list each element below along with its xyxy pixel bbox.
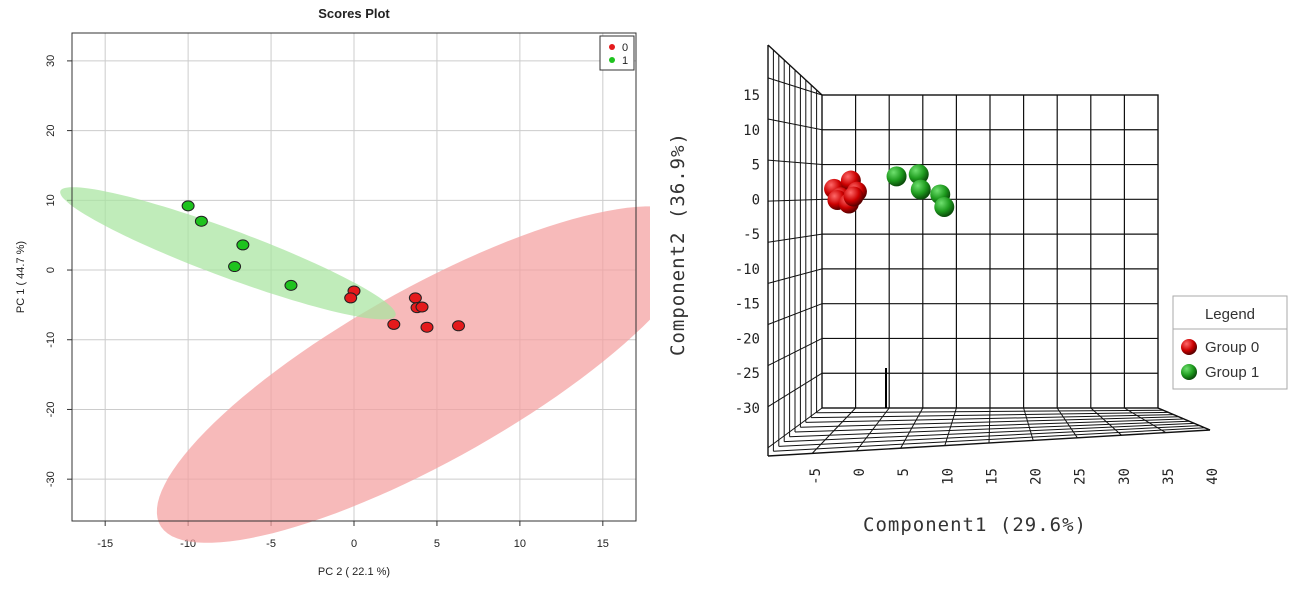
x-tick-label: 35: [1161, 468, 1177, 485]
y-tick-label: -15: [735, 297, 760, 313]
left-wall-horizontal-gridline: [767, 407, 823, 449]
data-point-group-1: [181, 200, 195, 212]
y-axis-title: Component2 (36.9%): [667, 132, 689, 356]
pca-2d-scores-plot: Scores Plot -15 -10 -5 0 5 10 15 30 20 10 0 -10 -20 -3…: [0, 0, 701, 590]
legend-title: Legend: [1205, 306, 1255, 323]
left-wall-horizontal-gridline: [767, 337, 823, 367]
data-point-group-1: [284, 279, 298, 291]
y-axis-title: PC 1 ( 44.7 %): [15, 241, 27, 313]
data-point-group-0: [843, 186, 864, 207]
x-tick-label: 0: [351, 538, 357, 550]
y-tick-label: 0: [752, 192, 760, 208]
x-axis-title: Component1 (29.6%): [863, 514, 1087, 536]
legend-box: [599, 35, 635, 71]
data-point-group-1: [910, 179, 931, 200]
legend-marker-group-1: [609, 57, 615, 63]
data-point-group-1: [934, 196, 955, 217]
x-tick-label: 10: [940, 468, 956, 485]
floor-width-gridline: [784, 422, 1195, 443]
confidence-ellipse-group-1: [60, 187, 396, 320]
floor-width-gridline: [773, 427, 1205, 452]
y-tick-label: 10: [45, 194, 57, 206]
x-tick-label: 15: [597, 538, 609, 550]
x-tick-label: -15: [97, 538, 113, 550]
left-wall-horizontal-gridline: [767, 198, 823, 202]
floor-width-gridline: [789, 420, 1190, 438]
plot-frame: [71, 32, 637, 522]
left-wall-horizontal-gridline: [767, 159, 823, 166]
x-tick-label: 15: [984, 468, 1000, 485]
chart-title: Scores Plot: [318, 6, 390, 21]
x-tick-label: 25: [1073, 468, 1089, 485]
left-wall-horizontal-gridline: [767, 268, 823, 284]
legend-marker-group-0: [609, 44, 615, 50]
y-tick-label: -20: [45, 402, 57, 418]
data-point-group-1: [886, 166, 907, 187]
left-wall-horizontal-gridline: [767, 118, 823, 131]
y-tick-label: -5: [743, 227, 760, 243]
y-tick-label: 30: [45, 55, 57, 67]
floor-width-gridline: [800, 416, 1179, 428]
y-tick-label: -25: [735, 366, 760, 382]
x-tick-label: 10: [514, 538, 526, 550]
y-tick-label: -30: [45, 471, 57, 487]
legend-marker-group-0: [1181, 339, 1197, 355]
legend-label: 0: [622, 42, 628, 54]
left-wall-horizontal-gridline: [767, 372, 823, 408]
confidence-ellipse-group-0: [156, 206, 701, 543]
floor-width-gridline: [811, 411, 1169, 419]
data-point-group-1: [236, 239, 250, 251]
scores-plot-svg: Scores Plot-15 -10 -5 0 5 10 153020100-10-20-3…: [15, 6, 701, 578]
y-tick-label: -30: [735, 401, 760, 417]
y-tick-label: 0: [45, 267, 57, 273]
y-tick-label: -10: [735, 262, 760, 278]
data-point-group-0: [452, 320, 466, 332]
legend-label: 1: [622, 55, 628, 67]
floor-width-gridline: [816, 409, 1164, 414]
floor-width-gridline: [794, 418, 1185, 433]
data-point-group-1: [228, 261, 242, 273]
y-tick-label: -10: [45, 332, 57, 348]
x-tick-label: 20: [1029, 468, 1045, 485]
data-point-group-0: [415, 301, 429, 313]
left-wall-horizontal-gridline: [767, 233, 823, 243]
floor-width-gridline: [805, 414, 1174, 423]
data-point-group-1: [194, 215, 208, 227]
data-point-group-1: [908, 164, 929, 185]
y-tick-label: 5: [752, 158, 760, 174]
left-wall-horizontal-gridline: [767, 77, 823, 96]
x-tick-label: 40: [1205, 468, 1221, 485]
x-tick-label: 0: [852, 468, 868, 476]
data-point-group-0: [344, 292, 358, 304]
x-tick-label: 5: [434, 538, 440, 550]
x-tick-label: 30: [1117, 468, 1133, 485]
legend-label: Group 1: [1205, 364, 1259, 381]
floor-width-gridline: [778, 425, 1200, 447]
legend-marker-group-1: [1181, 364, 1197, 380]
x-tick-label: 5: [896, 468, 912, 476]
scores-plot-3d-svg: 15 10 5 0 -5 -10 -15 -20 -25 -30 -5 0 5 10 15 20 25 30 35 4…: [667, 44, 1288, 536]
data-point-group-0: [420, 321, 434, 333]
legend-label: Group 0: [1205, 339, 1259, 356]
x-axis-title: PC 2 ( 22.1 %): [318, 566, 390, 578]
y-tick-label: 15: [743, 88, 760, 104]
data-point-group-0: [387, 318, 401, 330]
x-tick-label: -5: [266, 538, 276, 550]
y-tick-label: -20: [735, 331, 760, 347]
y-tick-label: 20: [45, 124, 57, 136]
x-tick-label: -5: [808, 468, 824, 485]
y-tick-label: 10: [743, 123, 760, 139]
data-point-group-0: [408, 292, 422, 304]
pls-3d-scores-plot: 15 10 5 0 -5 -10 -15 -20 -25 -30 -5 0 5 10 15 20 25 30 35 4…: [650, 0, 1310, 590]
left-wall-horizontal-gridline: [767, 303, 823, 325]
